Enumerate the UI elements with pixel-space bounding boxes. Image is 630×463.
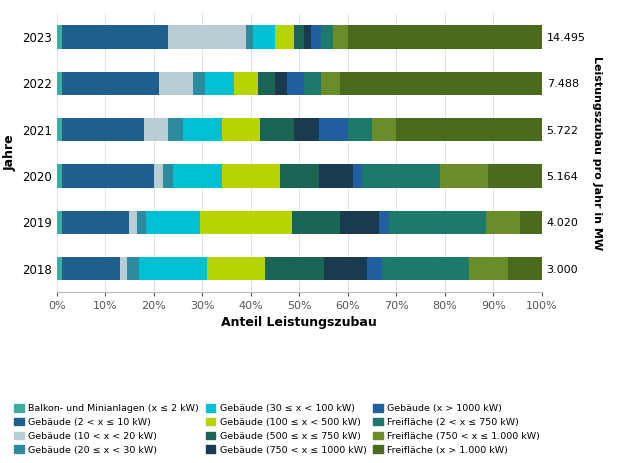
Bar — [57, 72, 62, 95]
Bar — [57, 118, 62, 141]
Bar — [163, 164, 173, 188]
Bar — [469, 257, 508, 280]
X-axis label: Anteil Leistungszubau: Anteil Leistungszubau — [221, 316, 377, 329]
Bar — [348, 118, 372, 141]
Bar — [353, 164, 362, 188]
Bar — [265, 257, 324, 280]
Bar — [340, 72, 542, 95]
Y-axis label: Jahre: Jahre — [3, 134, 16, 171]
Bar — [260, 118, 294, 141]
Bar — [333, 25, 348, 49]
Bar — [168, 118, 183, 141]
Bar — [321, 25, 333, 49]
Bar — [253, 25, 275, 49]
Bar — [146, 211, 200, 234]
Bar — [62, 118, 144, 141]
Bar — [396, 118, 542, 141]
Bar — [168, 25, 246, 49]
Bar — [486, 211, 520, 234]
Bar — [137, 211, 146, 234]
Bar — [520, 211, 542, 234]
Bar — [258, 72, 275, 95]
Legend: Balkon- und Minianlagen (x ≤ 2 kW), Gebäude (2 < x ≤ 10 kW), Gebäude (10 < x < 2: Balkon- und Minianlagen (x ≤ 2 kW), Gebä… — [10, 400, 544, 458]
Y-axis label: Leistungszubau pro Jahr in MW: Leistungszubau pro Jahr in MW — [592, 56, 602, 250]
Bar — [154, 164, 163, 188]
Bar — [294, 25, 304, 49]
Bar — [319, 164, 353, 188]
Bar — [246, 25, 253, 49]
Bar — [222, 118, 260, 141]
Bar — [321, 72, 340, 95]
Bar — [508, 257, 542, 280]
Bar — [234, 72, 258, 95]
Bar — [348, 25, 542, 49]
Bar — [287, 72, 304, 95]
Bar — [193, 72, 205, 95]
Bar — [382, 257, 469, 280]
Bar — [324, 257, 367, 280]
Bar — [62, 72, 159, 95]
Bar — [130, 211, 137, 234]
Bar — [379, 211, 389, 234]
Bar — [62, 164, 154, 188]
Bar — [205, 72, 234, 95]
Bar — [183, 118, 222, 141]
Bar — [57, 25, 62, 49]
Bar — [127, 257, 139, 280]
Bar — [57, 164, 62, 188]
Bar — [159, 72, 193, 95]
Bar — [367, 257, 382, 280]
Bar — [144, 118, 168, 141]
Bar — [311, 25, 321, 49]
Bar — [319, 118, 348, 141]
Bar — [304, 72, 321, 95]
Bar — [173, 164, 222, 188]
Bar — [62, 211, 130, 234]
Bar — [57, 257, 62, 280]
Bar — [62, 257, 120, 280]
Bar — [340, 211, 379, 234]
Bar — [440, 164, 488, 188]
Bar — [62, 25, 168, 49]
Bar — [488, 164, 542, 188]
Bar — [362, 164, 440, 188]
Bar — [294, 118, 319, 141]
Bar — [207, 257, 265, 280]
Bar — [275, 25, 294, 49]
Bar — [200, 211, 292, 234]
Bar — [120, 257, 127, 280]
Bar — [139, 257, 207, 280]
Bar — [280, 164, 319, 188]
Bar — [292, 211, 340, 234]
Bar — [275, 72, 287, 95]
Bar — [304, 25, 311, 49]
Bar — [222, 164, 280, 188]
Bar — [389, 211, 486, 234]
Bar — [57, 211, 62, 234]
Bar — [372, 118, 396, 141]
